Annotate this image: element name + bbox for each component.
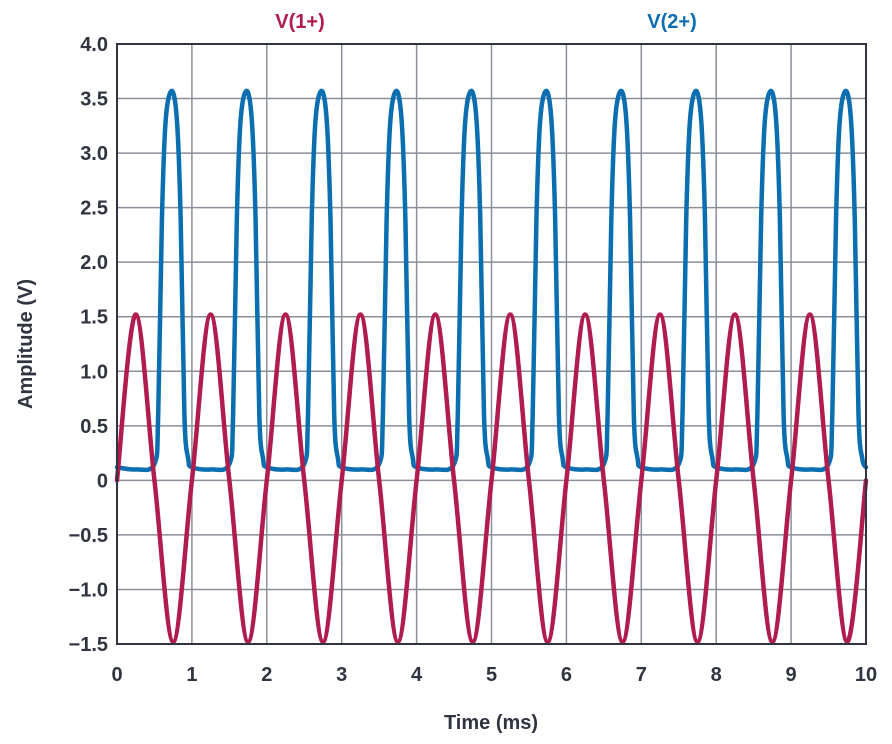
x-tick-label: 5 — [486, 664, 497, 686]
x-tick-label: 4 — [411, 664, 423, 686]
series-layer — [114, 88, 869, 645]
y-tick-label: −0.5 — [69, 525, 108, 547]
y-tick-label: 1.5 — [80, 307, 108, 329]
y-tick-label: 4.0 — [80, 34, 108, 56]
series-line-v1 — [114, 312, 869, 645]
y-tick-labels: −1.5 −1.0 −0.5 0 0.5 1.0 1.5 2.0 2.5 3.0 3.5 4.0 — [69, 34, 108, 656]
y-tick-label: 3.5 — [80, 89, 108, 111]
x-tick-label: 3 — [336, 664, 347, 686]
grid-lines — [116, 43, 867, 645]
plot-frame — [116, 43, 867, 645]
x-tick-label: 9 — [786, 664, 797, 686]
x-tick-label: 2 — [261, 664, 272, 686]
x-tick-label: 10 — [855, 664, 877, 686]
x-tick-label: 8 — [711, 664, 722, 686]
legend-v2: V(2+) — [647, 11, 696, 33]
y-tick-label: 2.5 — [80, 198, 108, 220]
x-tick-label: 1 — [186, 664, 197, 686]
y-tick-label: 3.0 — [80, 143, 108, 165]
x-axis-title: Time (ms) — [444, 712, 538, 734]
x-tick-labels: 0 1 2 3 4 5 6 7 8 9 10 — [111, 664, 877, 686]
y-tick-label: 0.5 — [80, 416, 108, 438]
y-tick-label: 0 — [97, 470, 108, 492]
x-tick-label: 6 — [561, 664, 572, 686]
y-tick-label: 1.0 — [80, 361, 108, 383]
y-tick-label: −1.5 — [69, 634, 108, 656]
y-tick-label: −1.0 — [69, 579, 108, 601]
x-tick-label: 0 — [111, 664, 122, 686]
y-axis-title: Amplitude (V) — [15, 279, 37, 409]
legend-v1: V(1+) — [275, 11, 324, 33]
x-tick-label: 7 — [636, 664, 647, 686]
y-tick-label: 2.0 — [80, 252, 108, 274]
